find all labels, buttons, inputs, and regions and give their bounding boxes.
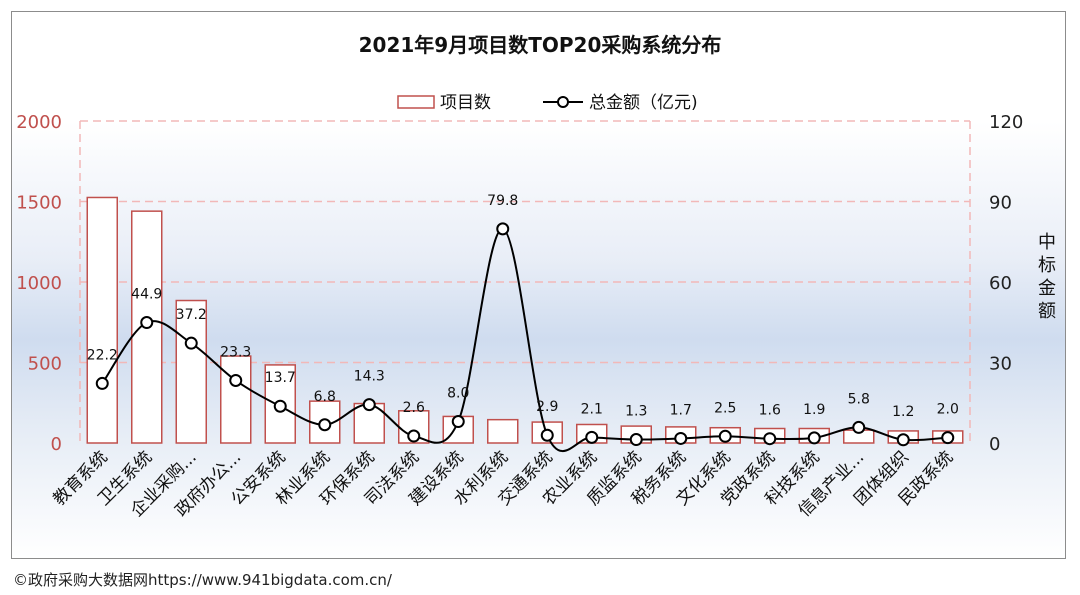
amount-data-label: 79.8 <box>487 193 518 209</box>
amount-data-label: 2.1 <box>581 401 603 417</box>
amount-data-label: 2.5 <box>714 400 736 416</box>
amount-data-label: 22.2 <box>87 347 118 363</box>
amount-point-14 <box>674 431 688 445</box>
bar-4 <box>220 355 252 444</box>
amount-point-13 <box>629 433 643 447</box>
amount-point-1 <box>95 376 109 390</box>
amount-point-8 <box>407 429 421 443</box>
amount-point-18 <box>852 420 866 434</box>
amount-data-label: 5.8 <box>848 391 870 407</box>
y-right-tick-label: 30 <box>989 354 1012 375</box>
amount-point-6 <box>318 418 332 432</box>
y-left-tick-label: 500 <box>28 354 62 375</box>
legend-line-marker <box>557 96 569 108</box>
amount-point-9 <box>451 415 465 429</box>
amount-data-label: 2.6 <box>403 400 425 416</box>
y-right-tick-label: 0 <box>989 434 1000 455</box>
legend-line-label: 总金额（亿元) <box>589 93 698 113</box>
amount-data-label: 23.3 <box>220 344 251 360</box>
amount-point-10 <box>496 222 510 236</box>
amount-data-label: 6.8 <box>314 389 336 405</box>
y-left-tick-label: 1000 <box>16 273 62 294</box>
amount-data-label: 8.0 <box>447 386 469 402</box>
amount-point-7 <box>362 398 376 412</box>
amount-point-3 <box>184 336 198 350</box>
amount-point-11 <box>540 428 554 442</box>
y-left-tick-label: 0 <box>51 434 62 455</box>
amount-data-label: 13.7 <box>265 370 296 386</box>
amount-point-15 <box>718 429 732 443</box>
chart-title: 2021年9月项目数TOP20采购系统分布 <box>359 33 722 57</box>
amount-line <box>101 227 948 452</box>
amount-data-label: 1.6 <box>759 403 781 419</box>
amount-data-label: 1.7 <box>670 402 692 418</box>
bar-10 <box>487 418 519 444</box>
bar-1 <box>86 196 118 444</box>
amount-point-20 <box>941 431 955 445</box>
y-right-tick-label: 90 <box>989 193 1012 214</box>
amount-data-label: 44.9 <box>131 287 162 303</box>
amount-data-label: 2.0 <box>937 402 959 418</box>
bar-3 <box>175 299 207 444</box>
amount-point-2 <box>140 316 154 330</box>
amount-point-16 <box>763 432 777 446</box>
legend-bar-label: 项目数 <box>440 93 491 113</box>
amount-point-5 <box>273 399 287 413</box>
chart-frame <box>11 11 1066 559</box>
footer-credit: ©政府采购大数据网https://www.941bigdata.com.cn/ <box>13 571 392 589</box>
amount-data-label: 1.3 <box>625 404 647 420</box>
legend-bar-swatch <box>397 95 435 109</box>
amount-data-label: 37.2 <box>176 307 207 323</box>
amount-data-label: 1.9 <box>803 402 825 418</box>
chart-canvas: 2021年9月项目数TOP20采购系统分布 0 500 1000 1500 2000 0 30… <box>16 33 1056 521</box>
amount-data-label: 1.2 <box>892 404 914 420</box>
amount-point-17 <box>807 431 821 445</box>
y-right-tick-label: 120 <box>989 112 1023 133</box>
y-left-tick-label: 1500 <box>16 193 62 214</box>
y-right-axis-title: 中标金额 <box>1038 232 1056 322</box>
amount-point-4 <box>229 373 243 387</box>
amount-point-19 <box>896 433 910 447</box>
y-left-tick-label: 2000 <box>16 112 62 133</box>
y-right-tick-label: 60 <box>989 273 1012 294</box>
amount-point-12 <box>585 430 599 444</box>
amount-data-label: 2.9 <box>536 399 558 415</box>
amount-data-label: 14.3 <box>354 369 385 385</box>
